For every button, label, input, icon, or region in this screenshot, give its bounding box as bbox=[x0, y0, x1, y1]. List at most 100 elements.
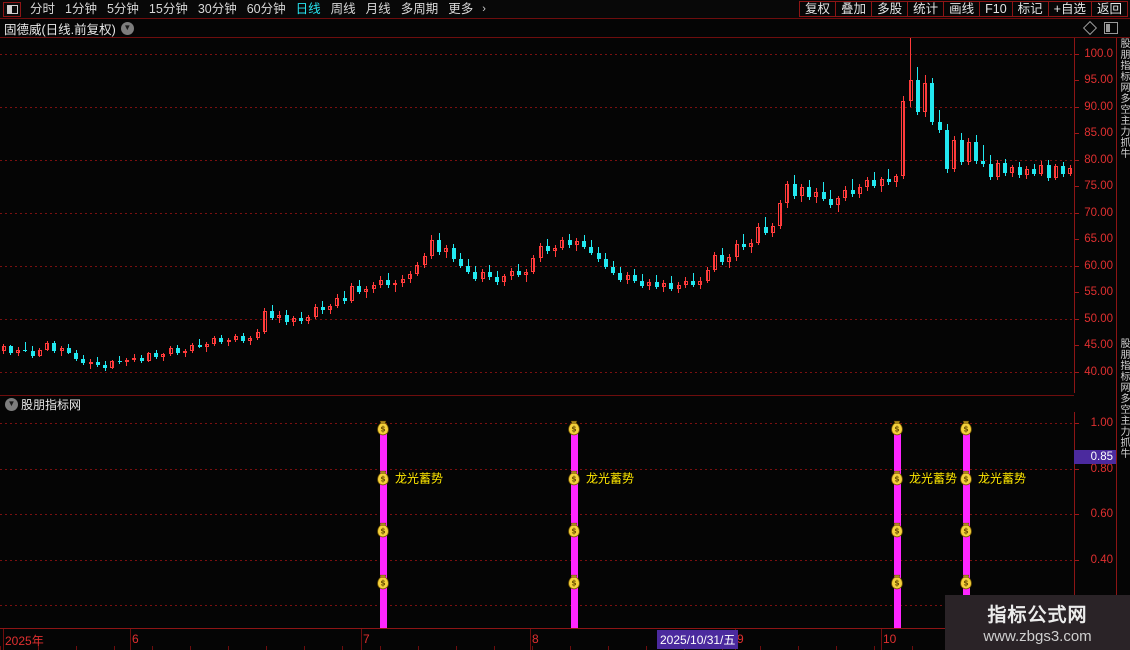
candle-body bbox=[81, 359, 86, 364]
candle-wick bbox=[714, 252, 716, 273]
money-bag-icon: $ bbox=[566, 470, 582, 486]
candle-body bbox=[364, 289, 369, 293]
candle-body bbox=[95, 361, 100, 365]
diamond-icon[interactable] bbox=[1082, 20, 1098, 36]
chevron-down-icon[interactable]: ▼ bbox=[5, 397, 18, 411]
candle-wick bbox=[627, 272, 629, 284]
tool-button-5[interactable]: F10 bbox=[979, 1, 1012, 17]
candle-body bbox=[1068, 168, 1073, 174]
indicator-pane[interactable]: $ $ $ $ $ $ $ $ $ $ $ bbox=[0, 412, 1074, 628]
candle-body bbox=[197, 345, 202, 347]
price-axis-label: 40.00 bbox=[1084, 365, 1113, 378]
indicator-gridline bbox=[0, 423, 1074, 425]
period-tab-1[interactable]: 1分钟 bbox=[65, 1, 97, 16]
period-tab-3[interactable]: 15分钟 bbox=[148, 1, 188, 16]
tool-button-4[interactable]: 画线 bbox=[943, 1, 980, 17]
candle-wick bbox=[859, 184, 861, 198]
candle-body bbox=[117, 361, 122, 363]
period-tab-2[interactable]: 5分钟 bbox=[106, 1, 139, 16]
period-tab-8[interactable]: 月线 bbox=[365, 1, 391, 16]
candle-body bbox=[531, 258, 536, 273]
candle-wick bbox=[249, 335, 251, 346]
candle-body bbox=[1003, 163, 1008, 174]
candle-body bbox=[408, 274, 412, 279]
panel-toggle-icon[interactable] bbox=[3, 1, 21, 17]
indicator-axis-tick bbox=[1075, 423, 1079, 425]
candle-body bbox=[756, 226, 761, 243]
period-tab-10[interactable]: 更多 bbox=[448, 1, 474, 16]
period-tab-6[interactable]: 日线 bbox=[295, 1, 321, 16]
candle-body bbox=[23, 349, 28, 351]
price-axis-tick bbox=[1075, 212, 1079, 214]
candle-body bbox=[647, 281, 652, 286]
period-tab-9[interactable]: 多周期 bbox=[400, 1, 439, 16]
tool-button-6[interactable]: 标记 bbox=[1011, 1, 1048, 17]
date-tick bbox=[130, 629, 131, 650]
candle-body bbox=[444, 247, 449, 253]
date-minor-tick bbox=[1026, 646, 1027, 650]
candle-body bbox=[37, 350, 42, 356]
candle-body bbox=[429, 239, 434, 257]
price-axis-tick bbox=[1075, 265, 1079, 267]
candle-body bbox=[342, 297, 347, 301]
price-axis-tick bbox=[1075, 345, 1079, 347]
tool-button-7[interactable]: +自选 bbox=[1047, 1, 1091, 17]
period-tab-5[interactable]: 60分钟 bbox=[246, 1, 286, 16]
candle-wick bbox=[852, 178, 854, 197]
candle-body bbox=[66, 347, 71, 353]
tool-button-8[interactable]: 返回 bbox=[1090, 1, 1128, 17]
period-tab-7[interactable]: 周线 bbox=[330, 1, 356, 16]
candle-wick bbox=[315, 303, 317, 319]
indicator-axis-label: 0.40 bbox=[1090, 553, 1113, 566]
candle-wick bbox=[707, 266, 709, 283]
candle-wick bbox=[351, 282, 353, 303]
vertical-watermark-text: 股朋指标网多空主力抓牛 bbox=[1118, 338, 1129, 459]
price-axis[interactable]: 100.0 95.00 90.00 85.00 80.00 75.00 70.00 65.00… bbox=[1074, 38, 1116, 393]
candle-wick bbox=[902, 96, 904, 179]
candle-body bbox=[683, 280, 688, 285]
svg-text:$: $ bbox=[963, 424, 968, 433]
date-label: 6 bbox=[132, 632, 139, 646]
period-tab-4[interactable]: 30分钟 bbox=[197, 1, 237, 16]
price-axis-tick bbox=[1075, 239, 1079, 241]
candle-wick bbox=[924, 75, 926, 118]
tool-button-3[interactable]: 统计 bbox=[907, 1, 944, 17]
money-bag-icon: $ bbox=[375, 420, 391, 436]
candle-body bbox=[974, 141, 979, 161]
price-gridline bbox=[0, 371, 1074, 373]
period-tab-0[interactable]: 分时 bbox=[30, 1, 56, 16]
candle-body bbox=[451, 247, 456, 260]
candle-wick bbox=[743, 234, 745, 250]
chevron-right-icon[interactable]: › bbox=[482, 3, 486, 15]
candle-body bbox=[154, 353, 159, 357]
candle-body bbox=[219, 338, 224, 343]
price-chart-pane[interactable] bbox=[0, 38, 1074, 393]
date-label: 9 bbox=[737, 632, 744, 646]
candle-body bbox=[422, 256, 427, 265]
candle-body bbox=[894, 175, 899, 183]
candle-wick bbox=[126, 358, 128, 367]
candle-body bbox=[661, 282, 666, 288]
date-label: 12 bbox=[1020, 632, 1034, 646]
candle-wick bbox=[206, 342, 208, 352]
candle-body bbox=[560, 240, 565, 248]
money-bag-icon: $ bbox=[566, 574, 582, 590]
tool-button-2[interactable]: 多股 bbox=[871, 1, 908, 17]
candle-body bbox=[146, 353, 151, 362]
date-minor-tick bbox=[798, 646, 799, 650]
candle-body bbox=[132, 358, 137, 361]
candle-body bbox=[190, 345, 195, 352]
indicator-axis[interactable]: 1.00 0.80 0.60 0.40 0.20 0.85 bbox=[1074, 412, 1116, 628]
date-axis[interactable]: 2025年 6 7 8 9 10 12 2025/10/31/五 bbox=[0, 628, 1116, 650]
date-tick bbox=[881, 629, 882, 650]
chevron-down-icon[interactable]: ▼ bbox=[120, 21, 134, 35]
panel-layout-icon[interactable] bbox=[1104, 22, 1118, 34]
date-label: 2025年 bbox=[5, 634, 44, 648]
tool-button-1[interactable]: 叠加 bbox=[835, 1, 872, 17]
candle-body bbox=[908, 80, 913, 101]
candle-body bbox=[640, 280, 645, 286]
tool-button-0[interactable]: 复权 bbox=[799, 1, 836, 17]
candle-wick bbox=[692, 273, 694, 288]
price-axis-label: 80.00 bbox=[1084, 153, 1113, 166]
candle-body bbox=[778, 203, 783, 226]
